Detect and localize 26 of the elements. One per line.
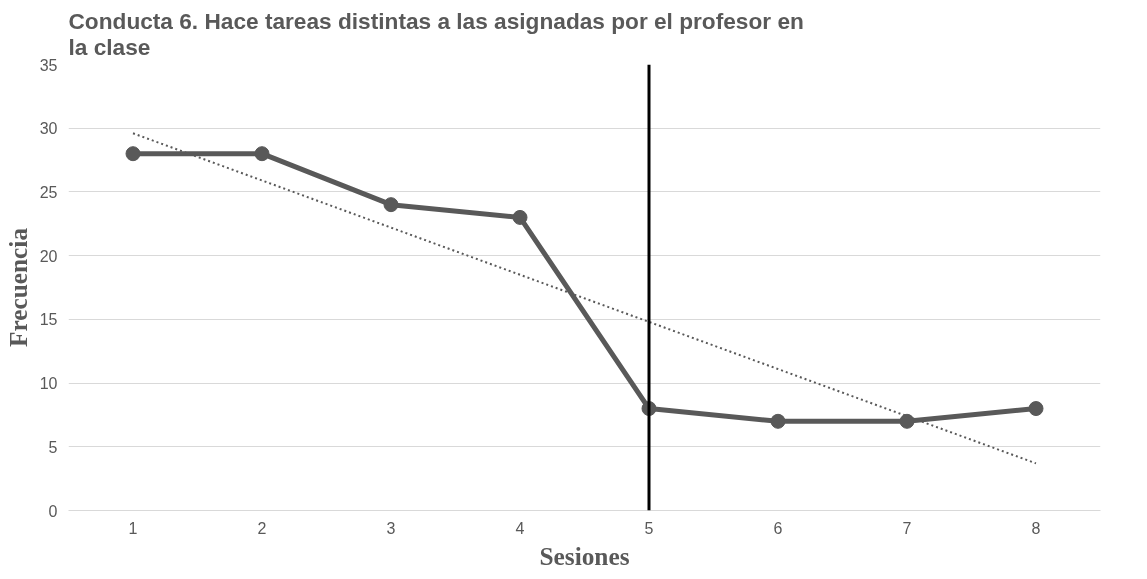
y-tick-label: 35 (39, 56, 58, 74)
point (512, 209, 528, 225)
chart-title: Conducta 6. Hace tareas distintas a las asignadas por el profesor en la clase (68, 7, 804, 60)
x-tick-label: 2 (257, 519, 267, 537)
point (125, 146, 141, 162)
y-tick-label: 30 (39, 120, 58, 138)
x-tick-label: 5 (644, 519, 654, 537)
y-tick-label: 15 (39, 311, 58, 329)
x-tick-label: 6 (773, 519, 783, 537)
point (383, 197, 399, 213)
x-tick-label: 1 (128, 519, 138, 537)
y-tick-label: 0 (48, 502, 58, 520)
point (1028, 401, 1044, 417)
y-tick-label: 20 (39, 247, 58, 265)
point (770, 413, 786, 429)
x-tick-label: 7 (902, 519, 912, 537)
x-tick-label: 3 (386, 519, 396, 537)
point (254, 146, 270, 162)
x-axis-title: Sesiones (539, 541, 630, 570)
y-tick-label: 5 (48, 438, 58, 456)
y-axis-title: Frecuencia (3, 227, 32, 348)
point (899, 413, 915, 429)
x-tick-label: 4 (515, 519, 525, 537)
x-tick-label: 8 (1031, 519, 1041, 537)
y-tick-label: 10 (39, 375, 58, 393)
y-tick-label: 25 (39, 183, 58, 201)
